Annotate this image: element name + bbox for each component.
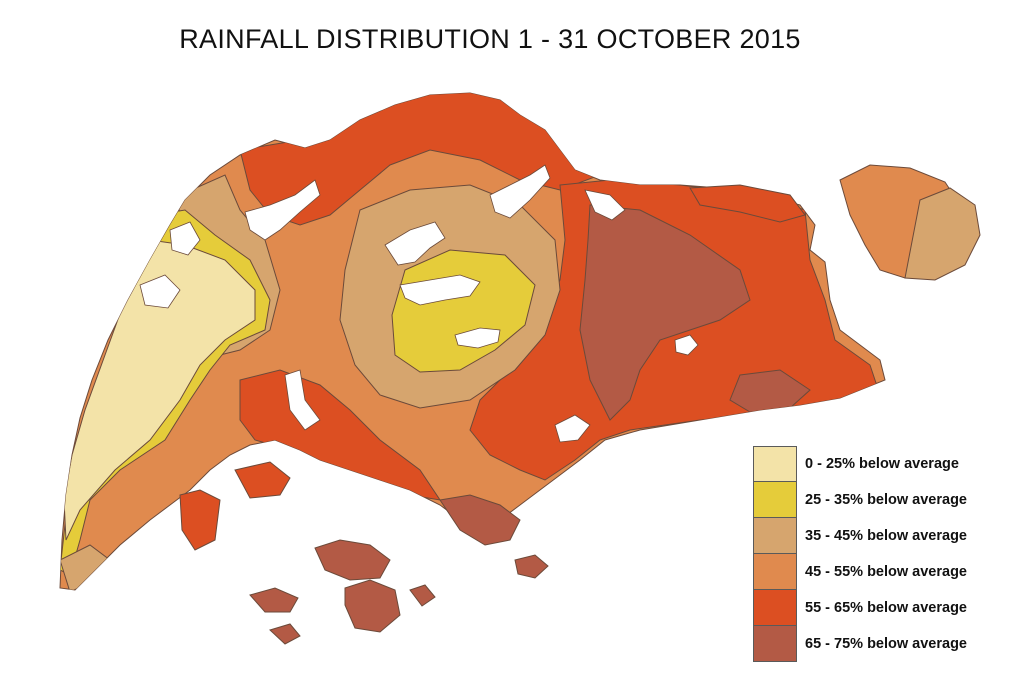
reservoir-central-1 bbox=[384, 221, 446, 266]
legend-item: 65 - 75% below average bbox=[753, 626, 1015, 662]
lake-west bbox=[169, 221, 201, 256]
legend-item: 55 - 65% below average bbox=[753, 590, 1015, 626]
island-northeast-strip bbox=[689, 184, 806, 223]
reservoir-central-2 bbox=[399, 274, 481, 306]
reservoir-central-3 bbox=[454, 327, 501, 349]
zone-55-65-north bbox=[239, 93, 601, 226]
island-south-8 bbox=[409, 584, 436, 607]
legend-swatch bbox=[753, 626, 797, 662]
island-south-6 bbox=[179, 489, 221, 551]
island-south-7 bbox=[234, 461, 291, 499]
island-northeast-b bbox=[904, 187, 981, 281]
legend-item: 25 - 35% below average bbox=[753, 482, 1015, 518]
island-south-2 bbox=[344, 579, 401, 633]
island-south-3 bbox=[249, 587, 299, 613]
map-legend: 0 - 25% below average 25 - 35% below ave… bbox=[753, 446, 1015, 662]
legend-item: 0 - 25% below average bbox=[753, 446, 1015, 482]
legend-label: 65 - 75% below average bbox=[805, 636, 967, 652]
river-northeast bbox=[584, 189, 626, 221]
legend-swatch bbox=[753, 482, 797, 518]
zone-65-75-east bbox=[579, 204, 751, 421]
estuary-south bbox=[284, 369, 321, 431]
legend-swatch bbox=[753, 446, 797, 482]
legend-swatch bbox=[753, 554, 797, 590]
legend-swatch bbox=[753, 590, 797, 626]
legend-label: 0 - 25% below average bbox=[805, 456, 959, 472]
bay-west bbox=[139, 274, 181, 309]
island-south-5 bbox=[514, 554, 549, 579]
map-title: RAINFALL DISTRIBUTION 1 - 31 OCTOBER 201… bbox=[179, 24, 801, 54]
legend-item: 35 - 45% below average bbox=[753, 518, 1015, 554]
legend-item: 45 - 55% below average bbox=[753, 554, 1015, 590]
island-south-9 bbox=[269, 623, 301, 645]
estuary-south-central bbox=[554, 414, 591, 443]
island-south-4 bbox=[439, 494, 521, 546]
legend-label: 55 - 65% below average bbox=[805, 600, 967, 616]
river-north-central bbox=[489, 164, 551, 219]
island-south-1 bbox=[314, 539, 391, 581]
legend-label: 35 - 45% below average bbox=[805, 528, 967, 544]
pond-east bbox=[674, 334, 699, 356]
main-island bbox=[59, 92, 886, 591]
river-north-west bbox=[244, 179, 321, 241]
legend-swatch bbox=[753, 518, 797, 554]
legend-label: 45 - 55% below average bbox=[805, 564, 967, 580]
zone-0-25-west bbox=[63, 239, 256, 541]
legend-label: 25 - 35% below average bbox=[805, 492, 967, 508]
water-bodies bbox=[139, 164, 699, 443]
